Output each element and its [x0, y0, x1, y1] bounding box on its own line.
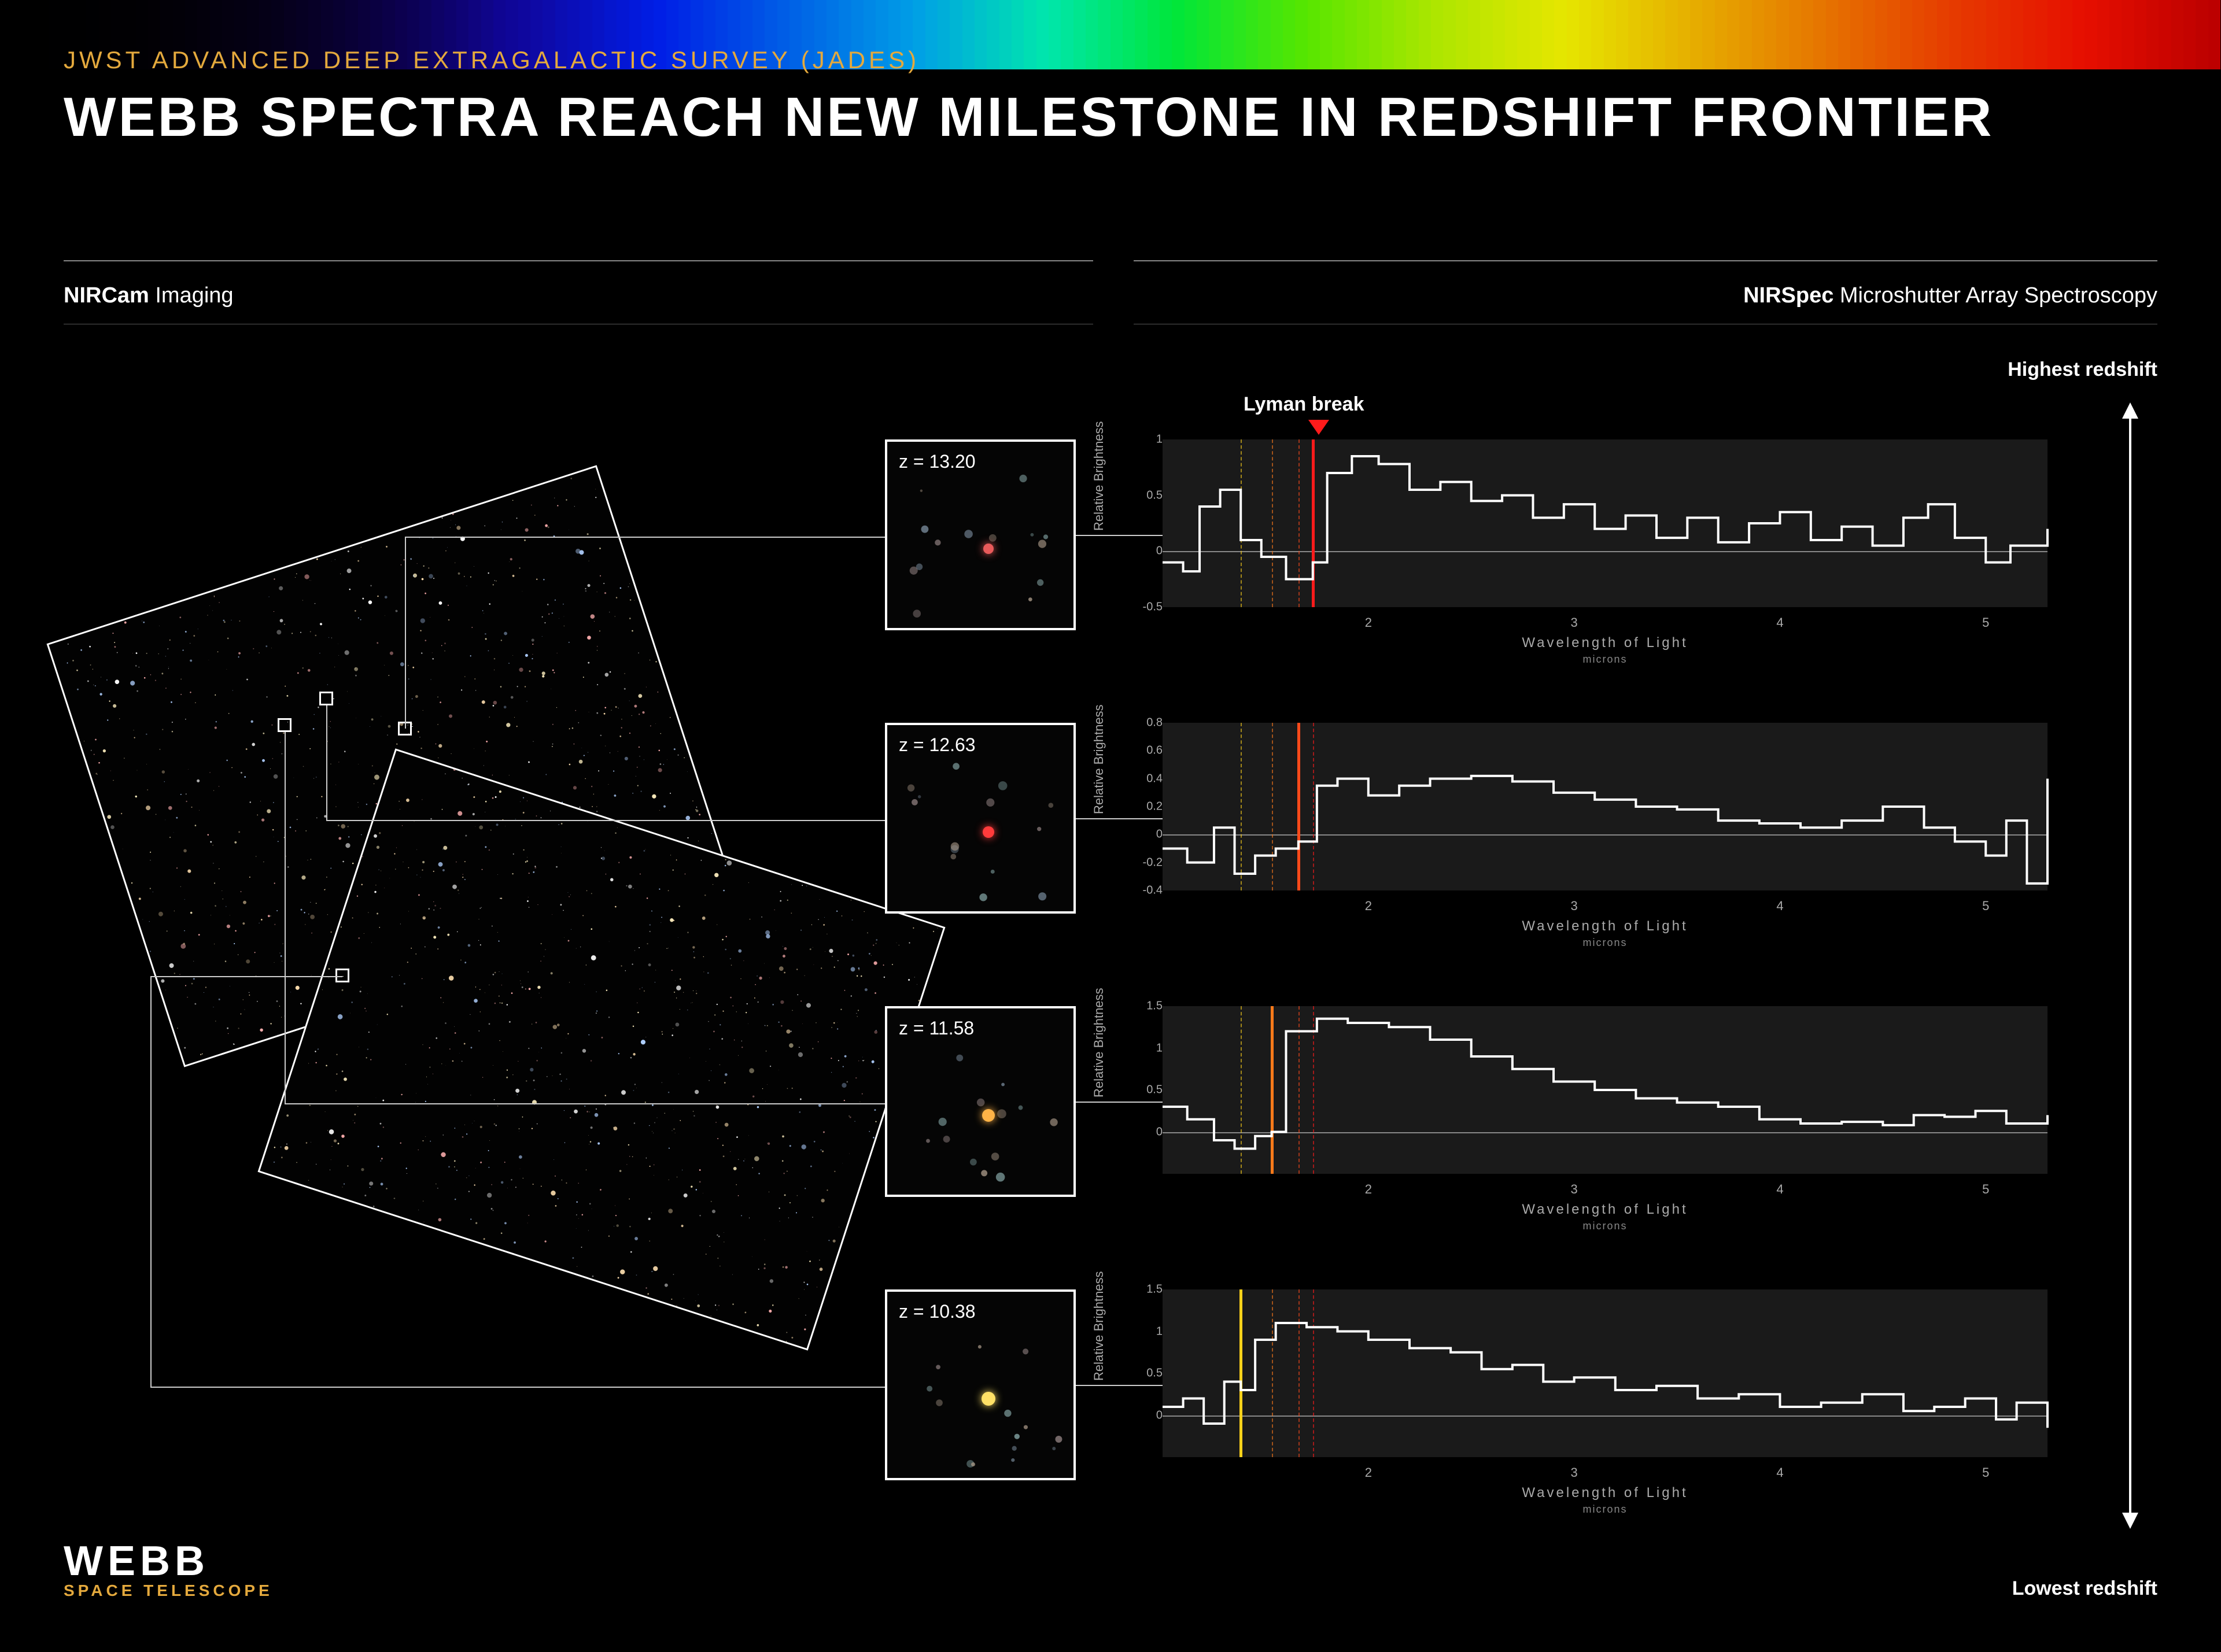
x-tick: 3 — [1571, 899, 1578, 914]
source-marker — [278, 718, 292, 732]
y-tick: 1 — [1122, 1325, 1163, 1338]
connector — [285, 1103, 885, 1104]
x-tick: 2 — [1365, 1465, 1372, 1480]
x-tick: 3 — [1571, 1465, 1578, 1480]
y-tick: 0.6 — [1122, 744, 1163, 757]
y-tick: -0.5 — [1122, 601, 1163, 614]
x-tick: 4 — [1776, 615, 1783, 630]
x-tick: 5 — [1982, 1182, 1989, 1197]
y-tick: 0 — [1122, 828, 1163, 841]
target-galaxy-icon — [982, 1392, 995, 1406]
target-galaxy-icon — [983, 826, 994, 838]
x-tick: 3 — [1571, 1182, 1578, 1197]
connector — [326, 705, 327, 821]
x-tick: 5 — [1982, 899, 1989, 914]
y-tick: 1.5 — [1122, 1283, 1163, 1296]
y-tick: 0.5 — [1122, 489, 1163, 502]
x-axis-label: Wavelength of Light — [1163, 1202, 2047, 1218]
x-axis-label: Wavelength of Light — [1163, 635, 2047, 651]
y-tick: -0.4 — [1122, 884, 1163, 897]
x-axis-unit: microns — [1163, 653, 2047, 666]
source-marker — [335, 969, 349, 982]
logo-sub: SPACE TELESCOPE — [64, 1581, 273, 1600]
x-tick: 4 — [1776, 1465, 1783, 1480]
spectrum-chart — [1163, 1006, 2047, 1174]
galaxy-thumbnail: z = 12.63 — [885, 723, 1076, 914]
nirspec-bold: NIRSpec — [1743, 283, 1833, 308]
spectrum-chart — [1163, 723, 2047, 890]
header: JWST ADVANCED DEEP EXTRAGALACTIC SURVEY … — [64, 46, 1994, 149]
webb-logo: WEBB SPACE TELESCOPE — [64, 1538, 273, 1600]
spectrum-chart — [1163, 439, 2047, 607]
galaxy-thumbnail: z = 10.38 — [885, 1289, 1076, 1480]
x-tick: 3 — [1571, 615, 1578, 630]
divider-left — [64, 260, 1093, 261]
connector — [342, 976, 344, 977]
x-axis-label: Wavelength of Light — [1163, 1485, 2047, 1501]
y-tick: 1 — [1122, 1041, 1163, 1055]
connector — [150, 976, 342, 977]
y-tick: 1 — [1122, 433, 1163, 446]
lyman-break-label: Lyman break — [1244, 393, 1364, 416]
galaxy-thumbnail: z = 11.58 — [885, 1006, 1076, 1197]
survey-subtitle: JWST ADVANCED DEEP EXTRAGALACTIC SURVEY … — [64, 46, 1994, 74]
y-tick: 0.5 — [1122, 1084, 1163, 1097]
x-axis-unit: microns — [1163, 937, 2047, 949]
connector — [285, 732, 286, 1104]
source-marker — [319, 692, 333, 705]
connector — [1076, 1385, 1163, 1386]
arrow-up-icon — [2122, 402, 2138, 419]
y-tick: 0 — [1122, 545, 1163, 558]
connector — [405, 537, 406, 729]
spectrum-chart — [1163, 1289, 2047, 1457]
right-column-label: NIRSpec Microshutter Array Spectroscopy — [1743, 283, 2157, 308]
y-tick: 0.4 — [1122, 772, 1163, 785]
connector — [405, 537, 885, 538]
redshift-arrow-line — [2129, 416, 2131, 1515]
y-tick: -0.2 — [1122, 856, 1163, 869]
x-tick: 2 — [1365, 1182, 1372, 1197]
y-tick: 0 — [1122, 1125, 1163, 1139]
y-tick: 0.2 — [1122, 800, 1163, 814]
left-column-label: NIRCam Imaging — [64, 283, 234, 308]
lowest-redshift-label: Lowest redshift — [2012, 1577, 2157, 1600]
connector — [1076, 535, 1163, 536]
lyman-marker-icon — [1308, 420, 1329, 435]
x-tick: 5 — [1982, 615, 1989, 630]
divider-right — [1134, 260, 2157, 261]
nircam-bold: NIRCam — [64, 283, 149, 308]
connector — [326, 820, 885, 821]
arrow-down-icon — [2122, 1513, 2138, 1529]
target-galaxy-icon — [982, 1109, 995, 1122]
nircam-rest: Imaging — [149, 283, 234, 308]
connector — [150, 976, 152, 1388]
highest-redshift-label: Highest redshift — [2008, 359, 2157, 381]
main-title: WEBB SPECTRA REACH NEW MILESTONE IN REDS… — [64, 86, 1994, 149]
y-tick: 0.5 — [1122, 1367, 1163, 1380]
y-tick: 1.5 — [1122, 1000, 1163, 1013]
x-axis-unit: microns — [1163, 1220, 2047, 1232]
y-tick: 0 — [1122, 1409, 1163, 1422]
logo-main: WEBB — [64, 1538, 273, 1585]
target-galaxy-icon — [983, 544, 994, 554]
x-tick: 5 — [1982, 1465, 1989, 1480]
connector — [150, 1387, 885, 1388]
connector — [1076, 1102, 1163, 1103]
connector — [1076, 818, 1163, 819]
x-axis-label: Wavelength of Light — [1163, 918, 2047, 934]
x-tick: 4 — [1776, 899, 1783, 914]
x-tick: 2 — [1365, 615, 1372, 630]
x-tick: 4 — [1776, 1182, 1783, 1197]
connector — [412, 726, 413, 727]
y-tick: 0.8 — [1122, 716, 1163, 730]
nirspec-rest: Microshutter Array Spectroscopy — [1833, 283, 2157, 308]
x-axis-unit: microns — [1163, 1503, 2047, 1516]
x-tick: 2 — [1365, 899, 1372, 914]
galaxy-thumbnail: z = 13.20 — [885, 439, 1076, 630]
